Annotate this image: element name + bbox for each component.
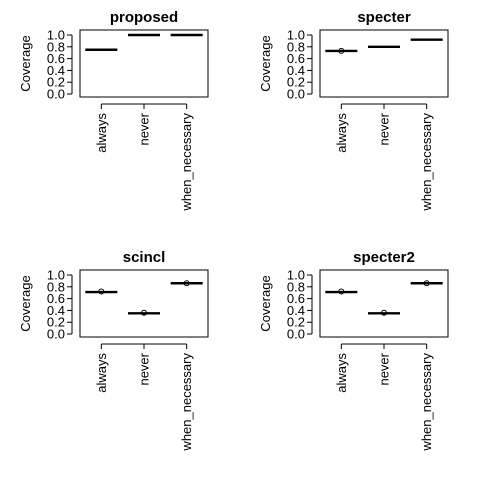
panel-specter2: specter2 0.00.20.40.60.81.0 Coverage always…	[258, 249, 449, 452]
outlier-point	[423, 280, 430, 287]
outlier-point	[381, 309, 387, 316]
x-tick-label: never	[377, 352, 392, 385]
plot-frame	[79, 29, 209, 98]
chart-title: specter2	[353, 249, 415, 266]
plot-frame	[79, 269, 209, 338]
panel-scincl: scincl 0.00.20.40.60.81.0 Coverage always ne…	[18, 249, 209, 452]
y-tick-label: 0.6	[47, 291, 65, 306]
y-tick-label: 0.8	[47, 39, 65, 54]
y-tick-label: 0.6	[287, 51, 305, 66]
y-tick-label: 1.0	[47, 268, 65, 283]
x-tick-label: never	[377, 112, 392, 145]
x-tick-label: when_necessary	[419, 353, 434, 452]
x-tick-label: always	[334, 353, 349, 393]
y-tick-label: 0.6	[287, 291, 305, 306]
x-tick-label: when_necessary	[419, 113, 434, 212]
chart-title: proposed	[110, 9, 178, 26]
y-tick-label: 0.0	[47, 327, 65, 342]
y-tick-label: 0.8	[287, 279, 305, 294]
x-tick-label: when_necessary	[179, 113, 194, 212]
outlier-point	[98, 288, 105, 295]
y-axis-label: Coverage	[18, 35, 33, 91]
x-tick-label: never	[137, 112, 152, 145]
panel-proposed: proposed 0.00.20.40.60.81.0 Coverage always…	[18, 9, 209, 212]
y-tick-label: 0.6	[47, 51, 65, 66]
y-tick-label: 0.2	[287, 315, 305, 330]
plot-frame	[319, 269, 449, 338]
y-tick-label: 1.0	[287, 268, 305, 283]
y-tick-label: 0.8	[47, 279, 65, 294]
y-axis-label: Coverage	[258, 35, 273, 91]
x-tick-label: always	[94, 113, 109, 153]
outlier-point	[183, 280, 190, 287]
panel-specter: specter 0.00.20.40.60.81.0 Coverage always n…	[258, 9, 449, 212]
x-tick-label: never	[137, 352, 152, 385]
x-tick-label: always	[334, 113, 349, 153]
chart-title: scincl	[123, 249, 166, 266]
outlier-point	[338, 47, 345, 54]
outlier-point	[141, 309, 147, 316]
y-tick-label: 0.0	[287, 327, 305, 342]
plot-frame	[319, 29, 449, 98]
y-tick-label: 0.4	[287, 63, 305, 78]
y-tick-label: 0.2	[47, 315, 65, 330]
x-tick-label: always	[94, 353, 109, 393]
y-tick-label: 0.0	[47, 87, 65, 102]
y-axis-label: Coverage	[258, 275, 273, 331]
y-tick-label: 0.8	[287, 39, 305, 54]
x-tick-label: when_necessary	[179, 353, 194, 452]
y-tick-label: 0.2	[287, 75, 305, 90]
y-tick-label: 0.2	[47, 75, 65, 90]
y-tick-label: 0.0	[287, 87, 305, 102]
outlier-point	[338, 288, 345, 295]
y-tick-label: 0.4	[47, 303, 65, 318]
y-tick-label: 1.0	[287, 28, 305, 43]
y-tick-label: 0.4	[47, 63, 65, 78]
y-tick-label: 0.4	[287, 303, 305, 318]
y-axis-label: Coverage	[18, 275, 33, 331]
chart-title: specter	[357, 9, 411, 26]
y-tick-label: 1.0	[47, 28, 65, 43]
